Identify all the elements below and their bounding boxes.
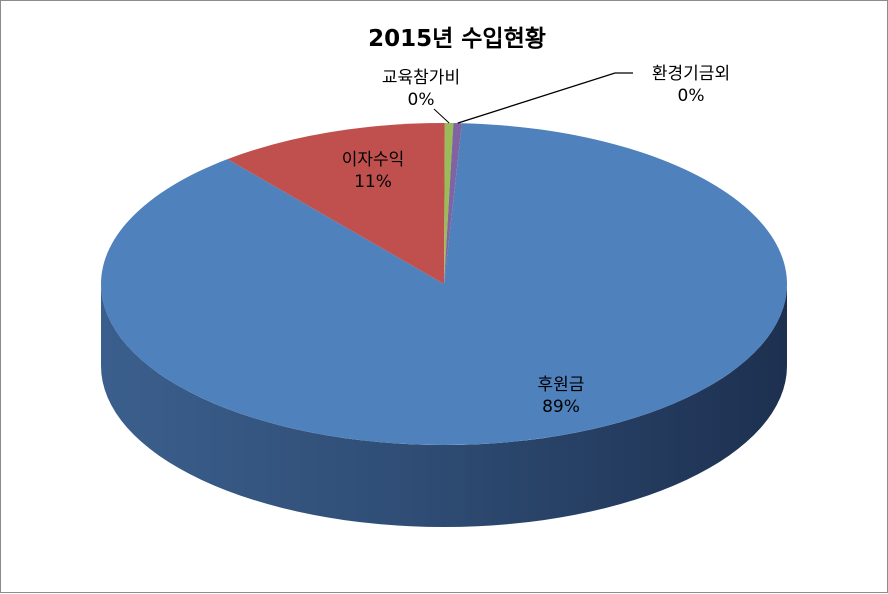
pie-slice-4: [444, 123, 462, 284]
slice-label-percent-2: 11%: [354, 172, 392, 192]
pie-side-wall: [101, 284, 787, 527]
slice-label-name-3: 교육참가비: [382, 68, 460, 88]
pie-slice-1: [101, 123, 788, 445]
leader-line-4: [457, 72, 633, 124]
slice-label-percent-3: 0%: [408, 90, 435, 110]
chart-title: 2015년 수입현황: [368, 26, 546, 52]
pie-slice-3: [444, 123, 454, 284]
slice-label-percent-4: 0%: [678, 86, 705, 106]
slice-label-percent-1: 89%: [542, 397, 580, 417]
slice-label-name-4: 환경기금외: [652, 64, 730, 84]
slice-label-name-1: 후원금: [538, 375, 585, 395]
slice-label-name-2: 이자수익: [342, 150, 405, 170]
leader-line-3: [433, 108, 450, 124]
pie-slice-2: [227, 123, 445, 284]
